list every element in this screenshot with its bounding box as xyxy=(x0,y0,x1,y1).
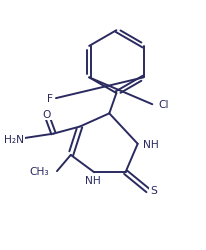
Text: Cl: Cl xyxy=(158,100,169,110)
Text: S: S xyxy=(150,186,157,196)
Text: NH: NH xyxy=(143,139,159,149)
Text: CH₃: CH₃ xyxy=(30,166,49,176)
Text: O: O xyxy=(43,110,51,120)
Text: NH: NH xyxy=(85,176,101,186)
Text: F: F xyxy=(47,94,54,104)
Text: H₂N: H₂N xyxy=(4,134,24,144)
